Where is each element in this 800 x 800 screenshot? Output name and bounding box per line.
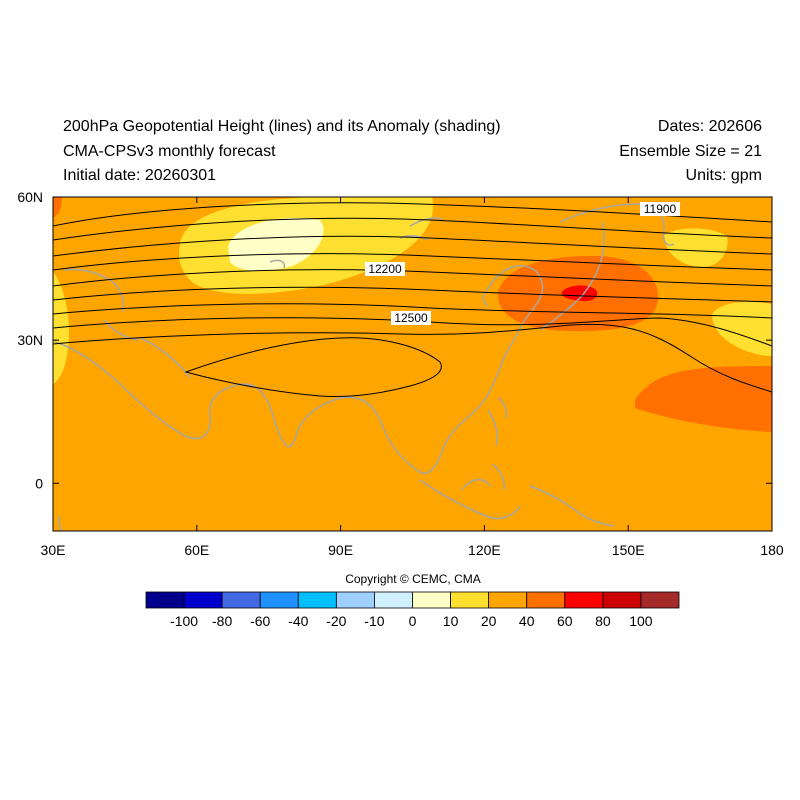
lat-tick-label: 0 bbox=[35, 475, 43, 491]
contour-label-12200-bg bbox=[365, 262, 405, 276]
map-title: 200hPa Geopotential Height (lines) and i… bbox=[63, 118, 501, 135]
forecast-dates: Dates: 202606 bbox=[657, 118, 762, 135]
anomaly-patch-ne-20 bbox=[664, 228, 728, 268]
contour-labels: 11900 12200 12500 bbox=[365, 202, 680, 325]
lon-tick-label: 180 bbox=[760, 542, 784, 558]
colorbar-swatch bbox=[640, 591, 680, 609]
colorbar-label: -10 bbox=[364, 613, 384, 629]
colorbar-swatch bbox=[602, 591, 642, 609]
contour-11975 bbox=[53, 217, 772, 241]
contour-label-12500: 12500 bbox=[394, 311, 428, 325]
colorbar: -100 -80 -60 -40 -20 -10 0 10 20 40 60 80 100 bbox=[145, 591, 680, 629]
map-frame bbox=[52, 196, 773, 532]
contour-12200 bbox=[53, 269, 772, 287]
colorbar-swatch bbox=[374, 591, 413, 609]
contour-12575 bbox=[184, 337, 442, 397]
colorbar-swatch bbox=[221, 591, 261, 609]
anomaly-patch-east-20 bbox=[712, 301, 772, 356]
coast-gulf bbox=[103, 319, 191, 379]
colorbar-swatch bbox=[183, 591, 223, 609]
map-subtitle: CMA-CPSv3 monthly forecast bbox=[63, 143, 276, 160]
initial-date: Initial date: 20260301 bbox=[63, 167, 217, 184]
lon-tick-label: 90E bbox=[328, 542, 353, 558]
contour-12125 bbox=[53, 253, 772, 271]
anomaly-patch-60 bbox=[561, 285, 598, 302]
coast-korea-bohai bbox=[482, 264, 531, 307]
contour-12350 bbox=[53, 303, 772, 319]
lon-tick-label: 120E bbox=[468, 542, 501, 558]
colorbar-swatch bbox=[259, 591, 299, 609]
anomaly-patch-10 bbox=[228, 217, 324, 271]
colorbar-label: 80 bbox=[595, 613, 611, 629]
colorbar-swatch bbox=[450, 591, 490, 609]
contour-label-12200: 12200 bbox=[368, 262, 402, 276]
colorbar-swatch bbox=[335, 591, 375, 609]
colorbar-label: 100 bbox=[629, 613, 653, 629]
contour-label-11900: 11900 bbox=[644, 202, 677, 216]
anomaly-background bbox=[53, 197, 772, 531]
copyright: Copyright © CEMC, CMA bbox=[345, 572, 481, 586]
lon-tick-label: 60E bbox=[184, 542, 209, 558]
colorbar-label: -80 bbox=[212, 613, 232, 629]
coast-south-asia bbox=[54, 341, 445, 475]
colorbar-label: -100 bbox=[170, 613, 198, 629]
contour-12425 bbox=[53, 317, 772, 347]
contour-12275 bbox=[53, 286, 772, 303]
anomaly-shading bbox=[53, 197, 772, 531]
anomaly-patch-nw-40 bbox=[53, 197, 62, 218]
contour-label-12500-bg bbox=[391, 311, 431, 325]
colorbar-label: 20 bbox=[481, 613, 497, 629]
colorbar-label: 60 bbox=[557, 613, 573, 629]
coast-new-guinea bbox=[491, 463, 615, 527]
colorbar-label: -20 bbox=[326, 613, 346, 629]
lon-axis: 30E 60E 90E 120E 150E 180 bbox=[41, 197, 784, 558]
coast-indonesia bbox=[419, 478, 521, 520]
colorbar-swatch bbox=[145, 591, 185, 609]
colorbar-swatch bbox=[564, 591, 604, 609]
lat-tick-label: 60N bbox=[17, 189, 43, 205]
colorbar-label: 40 bbox=[519, 613, 535, 629]
colorbar-label: -40 bbox=[288, 613, 308, 629]
ensemble-size: Ensemble Size = 21 bbox=[619, 143, 762, 160]
lat-axis: 60N 30N 0 bbox=[17, 189, 772, 491]
colorbar-swatch bbox=[412, 591, 451, 609]
coast-africa-tip bbox=[58, 515, 63, 531]
contour-label-11900-bg bbox=[640, 202, 680, 216]
contour-12500 bbox=[53, 323, 772, 393]
colorbar-swatch bbox=[488, 591, 528, 609]
colorbar-label: 0 bbox=[409, 613, 417, 629]
coast-philippines bbox=[487, 397, 508, 447]
colorbar-swatch bbox=[526, 591, 566, 609]
colorbar-swatch bbox=[297, 591, 337, 609]
units-label: Units: gpm bbox=[685, 167, 762, 184]
height-contours bbox=[53, 202, 772, 397]
lon-tick-label: 150E bbox=[612, 542, 645, 558]
lon-tick-label: 30E bbox=[41, 542, 66, 558]
colorbar-label: -60 bbox=[250, 613, 270, 629]
anomaly-patch-east-40 bbox=[635, 366, 772, 432]
colorbar-label: 10 bbox=[443, 613, 459, 629]
lat-tick-label: 30N bbox=[17, 332, 43, 348]
contour-12050 bbox=[53, 235, 772, 257]
